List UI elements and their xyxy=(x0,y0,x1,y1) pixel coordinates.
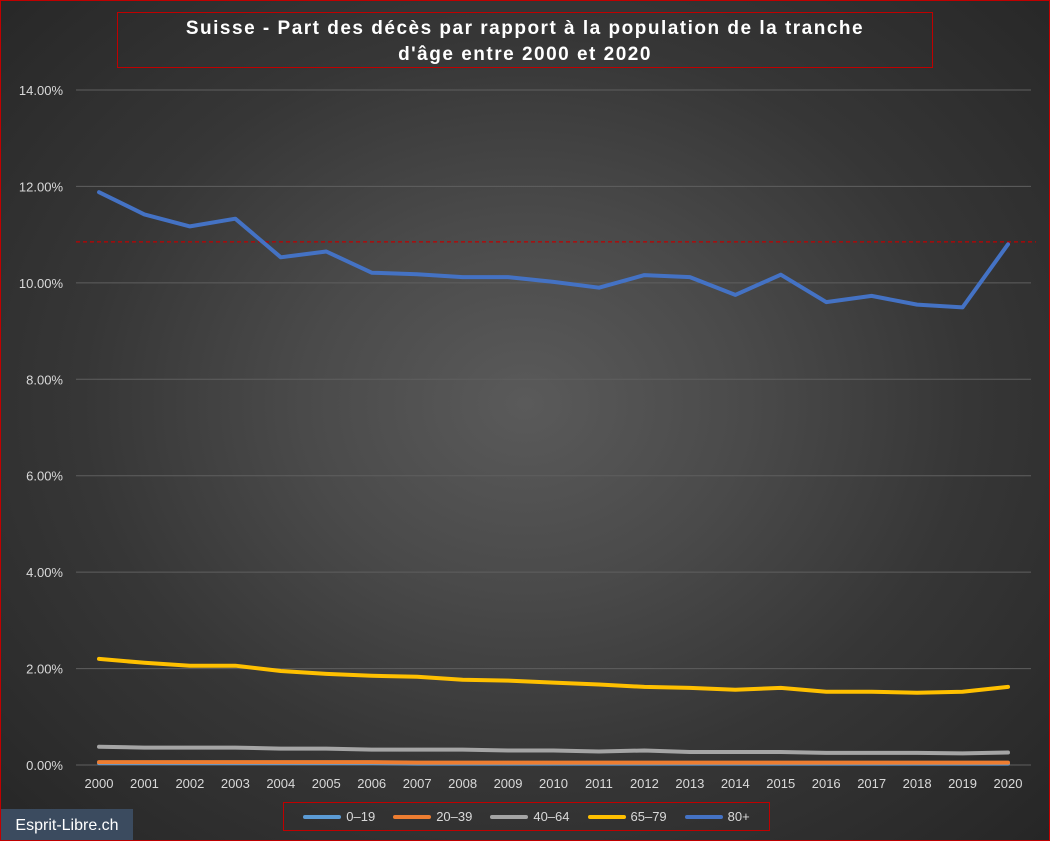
y-tick-label: 10.00% xyxy=(19,276,64,291)
x-tick-label: 2002 xyxy=(175,776,204,791)
series-line-20–39 xyxy=(97,760,1010,765)
x-tick-label: 2015 xyxy=(766,776,795,791)
x-tick-label: 2010 xyxy=(539,776,568,791)
y-tick-label: 0.00% xyxy=(26,758,63,773)
legend-label: 65–79 xyxy=(630,809,667,824)
x-tick-label: 2008 xyxy=(448,776,477,791)
x-tick-label: 2000 xyxy=(85,776,114,791)
x-axis-tick-labels: 2000 2001 2002 2003 2004 2005 2006 2007 2008 2009… xyxy=(85,776,1023,791)
series-lines xyxy=(97,190,1010,766)
watermark-label: Esprit-Libre.ch xyxy=(1,809,133,840)
x-tick-label: 2011 xyxy=(585,776,613,791)
legend-item: 40–64 xyxy=(490,809,570,824)
chart-title: Suisse - Part des décès par rapport à la… xyxy=(117,12,933,68)
chart-title-line-2: d'âge entre 2000 et 2020 xyxy=(398,44,652,65)
y-tick-label: 14.00% xyxy=(19,83,64,98)
x-tick-label: 2014 xyxy=(721,776,750,791)
legend-item: 0–19 xyxy=(303,809,375,824)
legend-item: 20–39 xyxy=(393,809,472,824)
x-tick-label: 2013 xyxy=(675,776,704,791)
x-tick-label: 2019 xyxy=(948,776,977,791)
x-tick-label: 2016 xyxy=(812,776,841,791)
x-tick-label: 2020 xyxy=(994,776,1023,791)
legend-label: 20–39 xyxy=(436,809,473,824)
legend-swatch xyxy=(303,814,342,819)
y-tick-label: 6.00% xyxy=(26,469,63,484)
series-line-40–64 xyxy=(97,744,1010,756)
series-line-65–79 xyxy=(97,656,1010,695)
x-tick-label: 2007 xyxy=(403,776,432,791)
chart-legend: 0–19 20–39 40–64 65–79 80+ xyxy=(283,802,770,831)
y-axis-tick-labels: 0.00% 2.00% 4.00% 6.00% 8.00% 10.00% 12.00% 14.… xyxy=(19,83,64,773)
x-tick-label: 2018 xyxy=(903,776,932,791)
legend-swatch xyxy=(393,814,432,819)
legend-label: 40–64 xyxy=(533,809,570,824)
legend-item: 65–79 xyxy=(587,809,667,824)
y-tick-label: 2.00% xyxy=(26,662,63,677)
x-tick-label: 2017 xyxy=(857,776,886,791)
x-tick-label: 2005 xyxy=(312,776,341,791)
legend-label: 80+ xyxy=(727,809,750,824)
x-tick-label: 2009 xyxy=(494,776,523,791)
x-tick-label: 2003 xyxy=(221,776,250,791)
x-tick-label: 2001 xyxy=(130,776,159,791)
chart-title-line-1: Suisse - Part des décès par rapport à la… xyxy=(185,18,865,39)
legend-swatch xyxy=(490,814,529,819)
x-tick-label: 2004 xyxy=(266,776,295,791)
series-line-80+ xyxy=(97,190,1010,310)
y-tick-label: 8.00% xyxy=(26,372,63,387)
y-tick-label: 4.00% xyxy=(26,565,63,580)
legend-swatch xyxy=(684,814,723,819)
legend-item: 80+ xyxy=(684,809,750,824)
legend-label: 0–19 xyxy=(346,809,376,824)
legend-swatch xyxy=(587,814,626,819)
y-tick-label: 12.00% xyxy=(19,179,64,194)
x-tick-label: 2006 xyxy=(357,776,386,791)
x-tick-label: 2012 xyxy=(630,776,659,791)
